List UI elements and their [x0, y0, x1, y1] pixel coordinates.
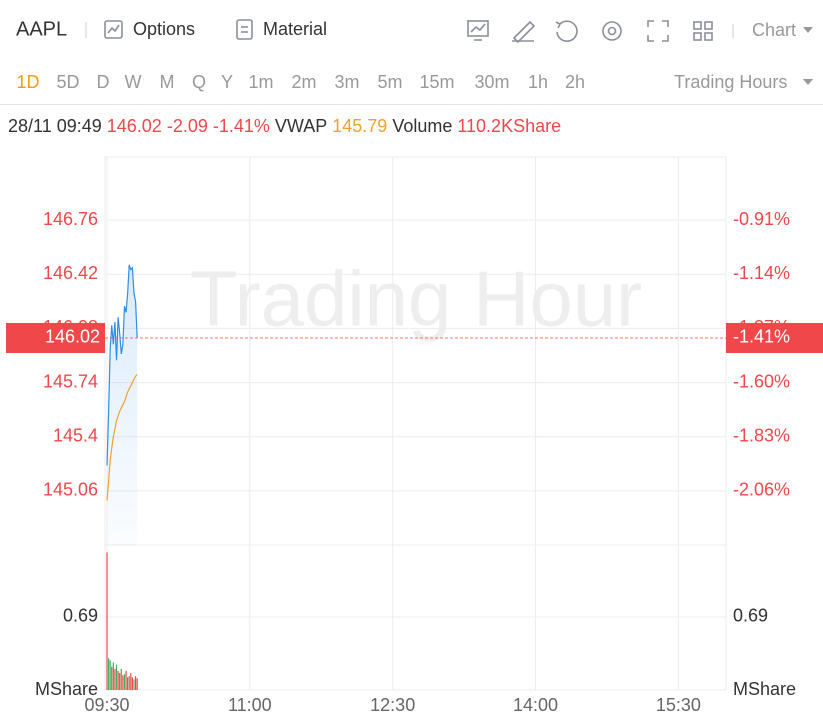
period-button[interactable]: 1D: [16, 72, 39, 92]
info-line: 28/11 09:49 146.02 -2.09 -1.41% VWAP 145.79 Vo…: [8, 116, 561, 136]
options-icon: [104, 20, 123, 39]
x-tick-label: 12:30: [370, 695, 415, 715]
volume-bar: [127, 677, 129, 690]
x-tick-label: 15:30: [656, 695, 701, 715]
info-change: -2.09: [167, 116, 208, 136]
session-menu[interactable]: Trading Hours: [674, 72, 787, 92]
volume-bar: [128, 676, 130, 690]
volume-bar: [119, 673, 121, 690]
period-button[interactable]: 5m: [377, 72, 402, 92]
volume-tick-label: MShare: [733, 679, 796, 699]
volume-bar: [133, 679, 135, 690]
vwap-line: [106, 374, 138, 501]
y2-tick-label: -1.60%: [733, 371, 790, 391]
y-tick-label: 145.4: [53, 425, 98, 445]
volume-bar: [123, 674, 126, 690]
volume-tick-label: 0.69: [63, 606, 98, 626]
volume-bar: [122, 675, 124, 690]
y-tick-label: 146.42: [43, 263, 98, 283]
info-vwap-label: VWAP: [275, 116, 327, 136]
info-volume: 110.2KShare: [457, 116, 561, 136]
price-line: [106, 264, 138, 466]
reset-icon[interactable]: [555, 20, 578, 42]
period-button[interactable]: 5D: [56, 72, 79, 92]
period-button[interactable]: 3m: [334, 72, 359, 92]
volume-bar: [117, 670, 119, 690]
period-button[interactable]: 30m: [474, 72, 509, 92]
last-pct-label: -1.41%: [733, 327, 790, 347]
plot-frame: [104, 156, 727, 691]
last-price-tag: [6, 322, 105, 353]
material-icon: [236, 19, 253, 40]
y2-tick-label: -2.06%: [733, 480, 790, 500]
info-change-pct: -1.41%: [213, 116, 270, 136]
draw-icon[interactable]: [512, 20, 536, 44]
info-vwap: 145.79: [332, 116, 387, 136]
period-bar: 1D 5D D W M Q Y 1m 2m 3m 5m 15m 30m 1h 2h: [16, 72, 585, 92]
volume-bar: [111, 666, 113, 690]
last-pct-tag: [726, 322, 823, 353]
material-button[interactable]: Material: [263, 19, 327, 39]
volume-bar: [112, 662, 114, 690]
indicator-icon[interactable]: [467, 20, 489, 41]
info-volume-label: Volume: [392, 116, 452, 136]
period-button[interactable]: 2m: [291, 72, 316, 92]
volume-bar: [136, 678, 138, 690]
volume-bar: [114, 668, 116, 690]
y-tick-label: 145.06: [43, 480, 98, 500]
volume-bar: [134, 676, 137, 690]
volume-bar: [106, 552, 108, 690]
y-tick-label: 145.74: [43, 371, 98, 391]
x-tick-label: 14:00: [513, 695, 558, 715]
y2-tick-label: -0.91%: [733, 209, 790, 229]
last-price-label: 146.02: [45, 327, 100, 347]
settings-icon[interactable]: [602, 21, 622, 41]
x-tick-label: 09:30: [84, 695, 129, 715]
options-button[interactable]: Options: [133, 19, 195, 39]
x-tick-label: 11:00: [228, 695, 272, 715]
watermark: Trading Hour: [190, 255, 642, 343]
volume-bar: [130, 673, 132, 690]
period-button[interactable]: 1h: [528, 72, 548, 92]
info-time: 28/11 09:49: [8, 116, 102, 136]
y2-tick-label: -1.83%: [733, 425, 790, 445]
dropdown-arrow: [803, 79, 813, 85]
volume-bar: [109, 660, 111, 690]
volume-bar: [107, 658, 110, 690]
volume-bar: [120, 668, 122, 690]
period-button[interactable]: 1m: [248, 72, 273, 92]
volume-bar: [131, 677, 133, 690]
chart: 09:30 11:00 12:30 14:00 15:30 145.06 145.4 145.…: [6, 156, 823, 715]
volume-bar: [115, 664, 118, 690]
chart-menu[interactable]: Chart: [752, 20, 796, 40]
dropdown-arrow: [803, 27, 813, 33]
period-button[interactable]: 2h: [565, 72, 585, 92]
fullscreen-icon[interactable]: [647, 20, 669, 42]
period-button[interactable]: M: [160, 72, 175, 92]
period-button[interactable]: Q: [192, 72, 206, 92]
period-button[interactable]: Y: [221, 72, 233, 92]
volume-tick-label: MShare: [35, 679, 98, 699]
symbol[interactable]: AAPL: [16, 18, 67, 40]
y2-tick-label: -1.14%: [733, 263, 790, 283]
layout-icon[interactable]: [693, 21, 713, 41]
y-tick-label: 146.76: [43, 209, 98, 229]
volume-bar: [125, 670, 127, 690]
period-button[interactable]: W: [125, 72, 142, 92]
period-button[interactable]: D: [97, 72, 110, 92]
volume-tick-label: 0.69: [733, 606, 768, 626]
info-price: 146.02: [107, 116, 162, 136]
period-button[interactable]: 15m: [419, 72, 454, 92]
price-area: [107, 264, 138, 545]
